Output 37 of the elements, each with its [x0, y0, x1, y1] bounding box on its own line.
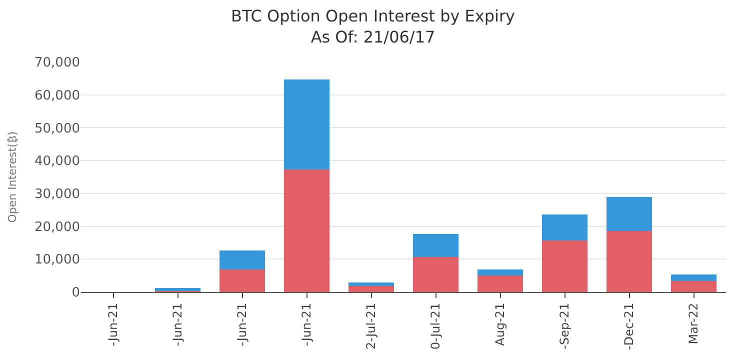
- y-tick-label: 70,000: [34, 56, 80, 71]
- bar: [220, 269, 265, 292]
- bar: [413, 257, 458, 292]
- bar: [284, 79, 330, 170]
- bar: [348, 282, 394, 286]
- bar: [220, 250, 265, 270]
- bar: [671, 280, 716, 292]
- x-tick-label: -Jun-21: [235, 302, 250, 346]
- y-tick-label: 30,000: [34, 186, 80, 202]
- bar: [413, 234, 458, 258]
- bar: [606, 197, 652, 231]
- bar: [478, 276, 523, 292]
- x-tick-label: 0-Jul-21: [428, 302, 443, 350]
- x-tick-label: 2-Jul-21: [364, 302, 378, 350]
- chart-title: BTC Option Open Interest by Expiry: [230, 6, 516, 26]
- x-tick-label: -Jun-21: [300, 302, 314, 346]
- x-tick-label: Aug-21: [493, 302, 508, 346]
- y-axis-title: Open Interest(₿): [6, 131, 20, 223]
- bar: [671, 274, 716, 281]
- chart-subtitle: As Of: 21/06/17: [310, 28, 436, 47]
- y-tick-label: 0: [72, 286, 80, 301]
- x-tick-label: -Jun-21: [170, 302, 185, 346]
- y-tick-label: 60,000: [34, 88, 80, 104]
- bar: [348, 286, 394, 292]
- x-tick-label: -Dec-21: [622, 302, 636, 350]
- x-tick-label: -Jun-21: [106, 302, 120, 346]
- y-tick-label: 10,000: [34, 252, 80, 268]
- y-tick-label: 20,000: [34, 220, 80, 235]
- y-tick-label: 50,000: [34, 121, 80, 136]
- bar: [606, 230, 652, 292]
- y-tick-label: 40,000: [34, 154, 80, 170]
- x-tick-label: -Sep-21: [558, 302, 572, 350]
- bar: [542, 240, 588, 292]
- bar: [542, 214, 588, 241]
- bar: [284, 169, 330, 292]
- bar: [478, 270, 523, 276]
- x-tick-label: Mar-22: [686, 302, 701, 344]
